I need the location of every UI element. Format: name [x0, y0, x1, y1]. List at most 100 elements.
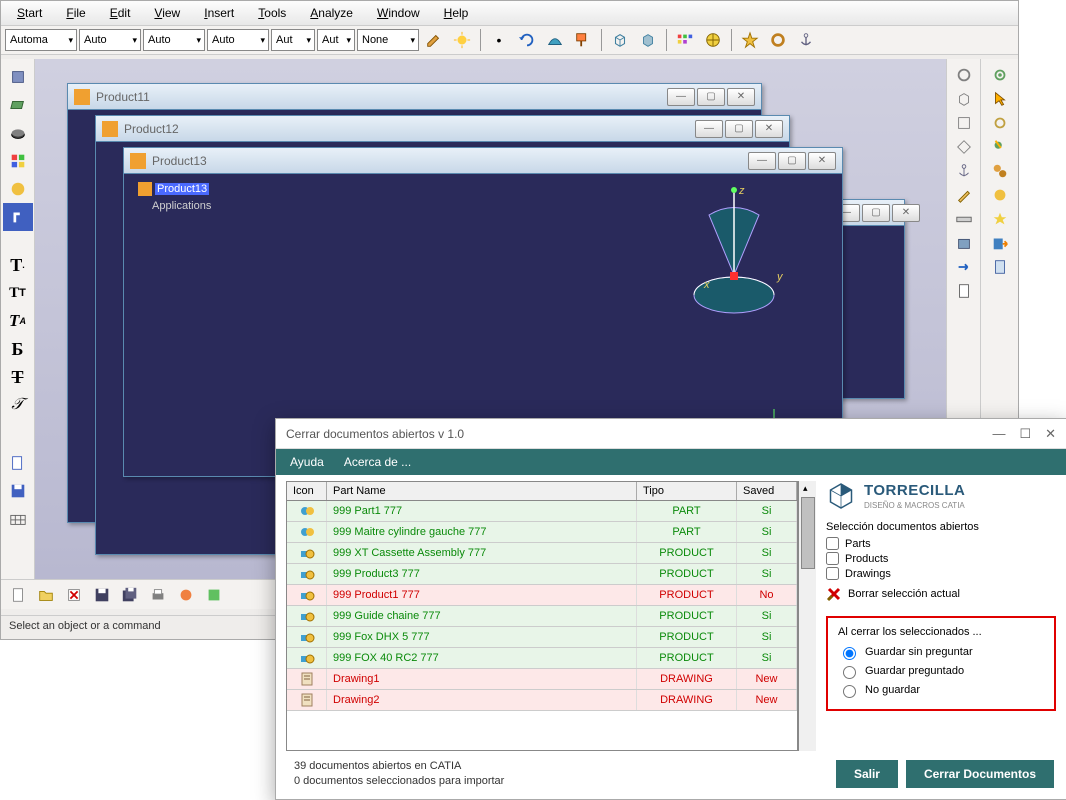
menu-view[interactable]: View [142, 3, 192, 23]
new-icon[interactable] [5, 583, 31, 607]
save2-icon[interactable] [89, 583, 115, 607]
tool-page-icon[interactable] [951, 279, 977, 303]
tool-anchor2-icon[interactable] [951, 159, 977, 183]
tool-gear2-icon[interactable] [987, 111, 1013, 135]
tool-r3-icon[interactable] [951, 111, 977, 135]
mdi-titlebar[interactable]: Product13 —▢✕ [124, 148, 842, 174]
minimize-button[interactable]: — [667, 88, 695, 106]
checkbox-parts[interactable]: Parts [826, 537, 1056, 550]
text-script-icon[interactable]: 𝒯 [3, 391, 33, 419]
text-b-icon[interactable]: Ƃ [3, 335, 33, 363]
tool-l1-icon[interactable] [3, 63, 33, 91]
col-name[interactable]: Part Name [327, 482, 637, 500]
close-button[interactable]: ✕ [808, 152, 836, 170]
dot-icon[interactable]: • [486, 28, 512, 52]
shape-icon[interactable] [542, 28, 568, 52]
tool-box-icon[interactable] [951, 231, 977, 255]
col-icon[interactable]: Icon [287, 482, 327, 500]
tool-ruler-icon[interactable] [951, 207, 977, 231]
tool-arrow-icon[interactable] [951, 255, 977, 279]
tool-doc-icon[interactable] [3, 449, 33, 477]
combo-2[interactable]: Auto [79, 29, 141, 51]
tool-l5-icon[interactable] [3, 175, 33, 203]
menu-edit[interactable]: Edit [98, 3, 143, 23]
saveall-icon[interactable] [117, 583, 143, 607]
tool-l3-icon[interactable] [3, 119, 33, 147]
tool-star2-icon[interactable] [987, 207, 1013, 231]
col-tipo[interactable]: Tipo [637, 482, 737, 500]
table-row[interactable]: 999 FOX 40 RC2 777PRODUCTSi [287, 648, 797, 669]
paint-icon[interactable] [570, 28, 596, 52]
menu-insert[interactable]: Insert [192, 3, 246, 23]
close-button[interactable]: ✕ [727, 88, 755, 106]
maximize-button[interactable]: ▢ [862, 204, 890, 222]
table-row[interactable]: 999 XT Cassette Assembly 777PRODUCTSi [287, 543, 797, 564]
brush-icon[interactable] [421, 28, 447, 52]
clear-selection-button[interactable]: Borrar selección actual [826, 586, 1056, 602]
table-row[interactable]: Drawing2DRAWINGNew [287, 690, 797, 711]
tool-hammer-icon[interactable] [3, 203, 33, 231]
menu-file[interactable]: File [54, 3, 97, 23]
combo-6[interactable]: Aut [317, 29, 355, 51]
close-button[interactable]: ✕ [892, 204, 920, 222]
tree-root[interactable]: Product13 [138, 182, 209, 196]
salir-button[interactable]: Salir [836, 760, 898, 788]
maximize-button[interactable]: ▢ [778, 152, 806, 170]
print-icon[interactable] [145, 583, 171, 607]
tool-r2-icon[interactable] [951, 87, 977, 111]
close-button[interactable]: ✕ [755, 120, 783, 138]
minimize-button[interactable]: — [748, 152, 776, 170]
sun-icon[interactable] [449, 28, 475, 52]
dialog-close-button[interactable]: ✕ [1045, 426, 1056, 442]
tool-save-icon[interactable] [3, 477, 33, 505]
tool-r1-icon[interactable] [951, 63, 977, 87]
menu-window[interactable]: Window [365, 3, 432, 23]
menu-tools[interactable]: Tools [246, 3, 298, 23]
table-row[interactable]: 999 Maitre cylindre gauche 777PARTSi [287, 522, 797, 543]
minimize-button[interactable]: — [695, 120, 723, 138]
tool-cursor-icon[interactable] [987, 87, 1013, 111]
tool-l4-icon[interactable] [3, 147, 33, 175]
maximize-button[interactable]: ▢ [725, 120, 753, 138]
text-strike-icon[interactable]: T [3, 363, 33, 391]
compass-gizmo[interactable]: z y x [659, 180, 809, 340]
table-row[interactable]: Drawing1DRAWINGNew [287, 669, 797, 690]
grid-scrollbar[interactable] [798, 481, 816, 751]
mdi-titlebar[interactable]: Product12 —▢✕ [96, 116, 789, 142]
menu-analyze[interactable]: Analyze [298, 3, 365, 23]
table-row[interactable]: 999 Part1 777PARTSi [287, 501, 797, 522]
combo-3[interactable]: Auto [143, 29, 205, 51]
dialog-maximize-button[interactable]: ☐ [1019, 426, 1031, 442]
dialog-minimize-button[interactable]: — [992, 426, 1005, 442]
table-row[interactable]: 999 Guide chaine 777PRODUCTSi [287, 606, 797, 627]
tool-b7-icon[interactable] [173, 583, 199, 607]
maximize-button[interactable]: ▢ [697, 88, 725, 106]
text-t-icon[interactable]: T. [3, 251, 33, 279]
table-row[interactable]: 999 Fox DHX 5 777PRODUCTSi [287, 627, 797, 648]
text-ta-icon[interactable]: TA [3, 307, 33, 335]
tool-export-icon[interactable] [987, 231, 1013, 255]
cube2-icon[interactable] [635, 28, 661, 52]
tool-gear3-icon[interactable] [987, 135, 1013, 159]
combo-1[interactable]: Automa [5, 29, 77, 51]
tool-grid-icon[interactable] [3, 505, 33, 533]
tool-gears-icon[interactable] [987, 159, 1013, 183]
tool-pencil-icon[interactable] [951, 183, 977, 207]
anchor-icon[interactable] [793, 28, 819, 52]
text-tt-icon[interactable]: TT [3, 279, 33, 307]
undo-icon[interactable] [514, 28, 540, 52]
open-icon[interactable] [33, 583, 59, 607]
cube1-icon[interactable] [607, 28, 633, 52]
close2-icon[interactable] [61, 583, 87, 607]
tree-applications[interactable]: Applications [152, 200, 211, 212]
menu-start[interactable]: Start [5, 3, 54, 23]
star-icon[interactable] [737, 28, 763, 52]
dialog-menu-ayuda[interactable]: Ayuda [290, 455, 324, 469]
palette-icon[interactable] [672, 28, 698, 52]
tool-gear1-icon[interactable] [987, 63, 1013, 87]
menu-help[interactable]: Help [432, 3, 481, 23]
dialog-titlebar[interactable]: Cerrar documentos abiertos v 1.0 — ☐ ✕ [276, 419, 1066, 449]
combo-4[interactable]: Auto [207, 29, 269, 51]
checkbox-drawings[interactable]: Drawings [826, 567, 1056, 580]
radio-no-save[interactable]: No guardar [838, 682, 1044, 698]
